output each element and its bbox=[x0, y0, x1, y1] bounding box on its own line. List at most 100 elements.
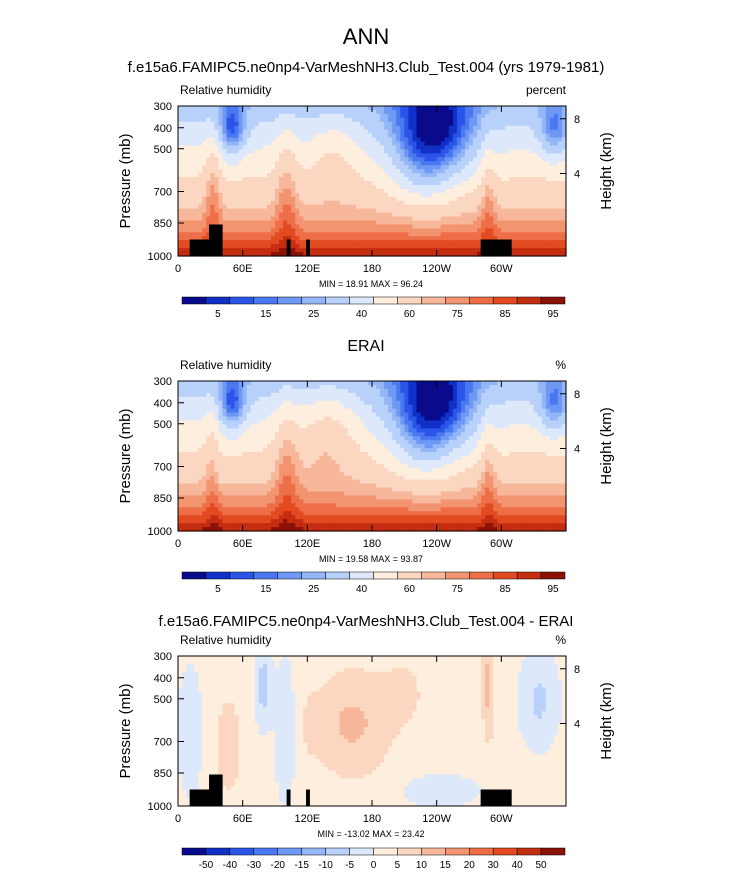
contour-cell bbox=[412, 212, 418, 218]
contour-cell bbox=[485, 196, 490, 202]
contour-cell bbox=[242, 137, 248, 143]
contour-cell bbox=[230, 204, 236, 210]
contour-cell bbox=[319, 196, 325, 202]
contour-cell bbox=[464, 248, 470, 253]
contour-cell bbox=[424, 188, 430, 194]
contour-cell bbox=[412, 384, 418, 390]
contour-cell bbox=[384, 181, 389, 186]
contour-cell bbox=[194, 392, 199, 398]
contour-cell bbox=[416, 204, 422, 210]
contour-cell bbox=[287, 113, 292, 119]
contour-cell bbox=[469, 388, 474, 394]
contour-cell bbox=[279, 208, 284, 214]
contour-cell bbox=[206, 149, 211, 154]
contour-cell bbox=[448, 200, 454, 206]
contour-cell bbox=[561, 165, 567, 170]
contour-cell bbox=[190, 420, 195, 426]
contour-cell bbox=[218, 129, 224, 135]
contour-cell bbox=[186, 228, 191, 233]
contour-cell bbox=[521, 157, 527, 162]
contour-cell bbox=[319, 109, 325, 115]
contour-cell bbox=[202, 169, 207, 174]
contour-cell bbox=[202, 117, 207, 123]
contour-cell bbox=[412, 204, 418, 210]
contour-cell bbox=[234, 113, 240, 119]
contour-cell bbox=[456, 157, 462, 162]
contour-cell bbox=[557, 408, 563, 414]
contour-cell bbox=[242, 216, 248, 222]
contour-cell bbox=[481, 392, 486, 398]
contour-cell bbox=[178, 432, 183, 437]
contour-cell bbox=[376, 248, 381, 253]
contour-cell bbox=[481, 169, 486, 174]
contour-cell bbox=[238, 424, 244, 429]
contour-cell bbox=[339, 165, 345, 170]
contour-cell bbox=[311, 396, 317, 402]
contour-cell bbox=[279, 232, 284, 237]
contour-cell bbox=[509, 428, 515, 433]
contour-cell bbox=[541, 106, 547, 111]
contour-cell bbox=[440, 106, 446, 111]
contour-cell bbox=[311, 384, 317, 390]
y-tick-label: 500 bbox=[154, 144, 172, 156]
contour-cell bbox=[275, 200, 280, 206]
contour-cell bbox=[311, 400, 317, 406]
contour-cell bbox=[493, 416, 498, 422]
contour-cell bbox=[202, 133, 207, 139]
contour-cell bbox=[509, 184, 515, 190]
contour-cell bbox=[392, 252, 397, 257]
contour-cell bbox=[533, 106, 539, 111]
contour-cell bbox=[283, 129, 288, 135]
contour-cell bbox=[533, 396, 539, 402]
contour-cell bbox=[230, 141, 236, 147]
contour-cell bbox=[376, 381, 381, 386]
contour-cell bbox=[392, 392, 397, 398]
contour-cell bbox=[456, 169, 462, 174]
contour-cell bbox=[521, 177, 527, 182]
contour-cell bbox=[497, 220, 502, 226]
contour-cell bbox=[537, 216, 543, 222]
contour-cell bbox=[218, 404, 224, 410]
contour-cell bbox=[238, 428, 244, 433]
contour-cell bbox=[408, 196, 414, 202]
contour-cell bbox=[497, 420, 502, 426]
contour-cell bbox=[469, 244, 474, 249]
contour-cell bbox=[359, 244, 365, 249]
contour-cell bbox=[485, 420, 490, 426]
contour-cell bbox=[347, 106, 353, 111]
contour-cell bbox=[315, 153, 321, 158]
contour-cell bbox=[359, 236, 365, 241]
contour-cell bbox=[246, 204, 252, 210]
contour-cell bbox=[343, 204, 349, 210]
contour-cell bbox=[477, 196, 482, 202]
contour-cell bbox=[210, 173, 215, 178]
contour-cell bbox=[404, 188, 409, 194]
contour-cell bbox=[299, 200, 304, 206]
contour-cell bbox=[392, 165, 397, 170]
contour-cell bbox=[485, 125, 490, 131]
contour-cell bbox=[190, 117, 195, 123]
contour-cell bbox=[464, 109, 470, 115]
contour-cell bbox=[323, 408, 329, 414]
contour-cell bbox=[384, 212, 389, 218]
contour-cell bbox=[178, 192, 183, 198]
contour-cell bbox=[501, 113, 506, 119]
contour-cell bbox=[335, 149, 341, 154]
contour-cell bbox=[553, 212, 559, 218]
contour-cell bbox=[234, 236, 240, 241]
contour-cell bbox=[533, 408, 539, 414]
contour-cell bbox=[513, 392, 519, 398]
contour-cell bbox=[323, 200, 329, 206]
contour-cell bbox=[250, 121, 256, 127]
contour-cell bbox=[469, 384, 474, 390]
contour-cell bbox=[234, 121, 240, 127]
contour-cell bbox=[258, 173, 264, 178]
contour-cell bbox=[416, 208, 422, 214]
contour-cell bbox=[347, 428, 353, 433]
min-max-label: MIN = 18.91 MAX = 96.24 bbox=[319, 279, 423, 289]
contour-cell bbox=[549, 240, 555, 245]
contour-cell bbox=[258, 212, 264, 218]
contour-cell bbox=[460, 208, 466, 214]
contour-cell bbox=[254, 192, 260, 198]
contour-cell bbox=[432, 145, 438, 151]
